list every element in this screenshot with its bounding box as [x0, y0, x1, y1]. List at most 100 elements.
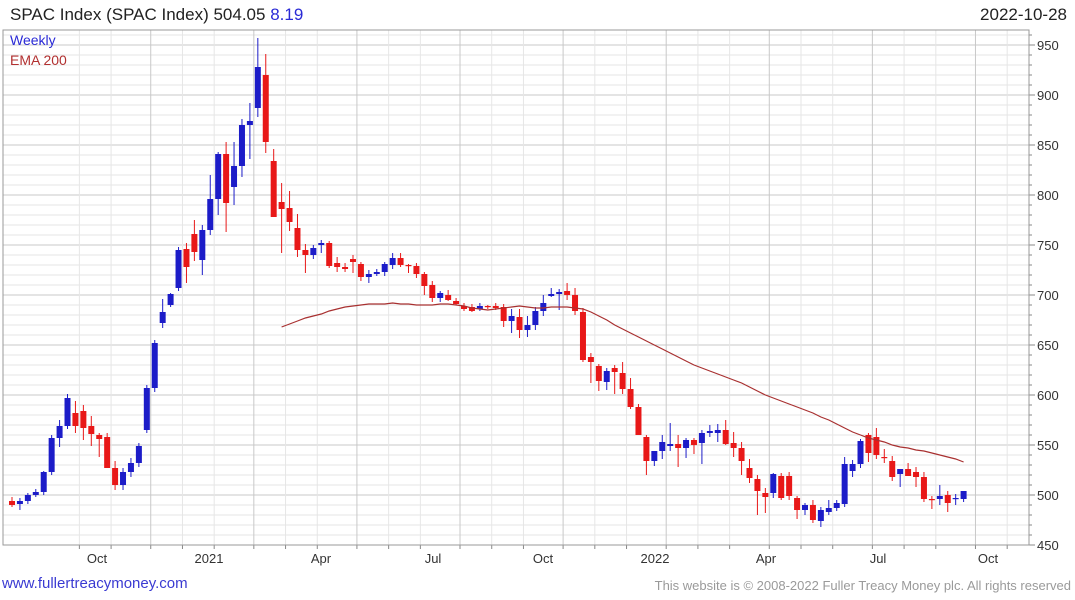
candle — [349, 255, 356, 273]
candle — [802, 503, 808, 515]
candle-body — [349, 259, 356, 262]
candle-body — [762, 493, 769, 497]
candle-body — [730, 443, 737, 448]
candle — [905, 463, 912, 476]
candle — [342, 263, 349, 272]
candle-body — [40, 472, 47, 492]
candle — [167, 293, 174, 307]
candle-body — [690, 440, 697, 445]
candle — [532, 307, 539, 330]
candle — [825, 500, 832, 515]
candle-body — [175, 250, 182, 288]
candle-body — [572, 295, 579, 311]
candle-body — [857, 441, 864, 464]
candle-body — [151, 343, 158, 388]
candle-body — [64, 398, 71, 426]
candle-body — [548, 294, 555, 296]
candle-body — [278, 202, 285, 209]
candle — [548, 288, 555, 297]
candle-body — [508, 316, 515, 321]
candle-body — [595, 366, 602, 381]
candle — [698, 430, 705, 464]
candle — [294, 214, 301, 257]
candle — [841, 457, 848, 507]
candle — [635, 404, 642, 435]
candle — [960, 491, 967, 502]
candle-body — [159, 312, 166, 323]
candle — [611, 365, 618, 394]
x-tick-label: 2022 — [641, 551, 670, 566]
candle — [754, 475, 761, 515]
candle — [595, 364, 602, 391]
candle — [579, 308, 586, 362]
candle-body — [738, 448, 745, 461]
candle — [120, 468, 127, 490]
candle-body — [714, 430, 721, 433]
candle — [405, 264, 412, 273]
candle — [373, 269, 380, 276]
candle-body — [223, 154, 230, 203]
candle — [508, 309, 515, 333]
candle — [56, 420, 63, 447]
candle — [302, 244, 309, 273]
candle-body — [659, 442, 666, 451]
footer-copyright: This website is © 2008-2022 Fuller Treac… — [654, 578, 1071, 593]
candle-body — [143, 388, 150, 430]
candle-body — [516, 317, 523, 330]
candle-body — [231, 166, 238, 187]
candle-body — [373, 272, 380, 274]
candle-body — [183, 249, 190, 267]
candle — [817, 507, 824, 527]
candle — [516, 309, 523, 338]
candle — [16, 498, 23, 510]
candle — [207, 175, 214, 235]
candle — [80, 405, 87, 440]
candle — [564, 283, 571, 300]
candle-body — [841, 464, 848, 504]
candle — [572, 288, 579, 315]
candle-body — [72, 413, 79, 426]
candle — [40, 471, 47, 495]
x-tick-label: Oct — [87, 551, 108, 566]
candle — [952, 494, 959, 505]
candle — [318, 240, 325, 253]
candle — [651, 451, 658, 466]
candle — [191, 220, 198, 261]
candle-body — [9, 501, 15, 505]
candle-body — [365, 274, 372, 277]
candle-body — [913, 472, 920, 477]
candle-body — [437, 293, 444, 298]
candle — [238, 119, 245, 177]
candle — [714, 424, 721, 442]
candle — [365, 270, 372, 283]
candle — [540, 295, 547, 316]
candle — [706, 425, 713, 437]
candle — [770, 473, 777, 498]
candle — [627, 378, 634, 409]
candle — [48, 435, 55, 475]
candle-body — [889, 461, 896, 477]
candle-body — [794, 498, 801, 510]
candle-body — [127, 463, 134, 472]
chart-date: 2022-10-28 — [980, 5, 1067, 24]
y-tick-label: 800 — [1037, 188, 1059, 203]
candle-body — [540, 303, 547, 311]
candle — [675, 435, 682, 467]
candle — [730, 432, 737, 457]
candle — [421, 272, 428, 295]
candle-body — [112, 468, 119, 485]
candle-body — [675, 444, 682, 448]
candle-body — [651, 451, 658, 461]
candle-body — [453, 301, 460, 304]
candle-body — [468, 307, 475, 311]
candle — [778, 473, 785, 500]
candle — [389, 253, 396, 269]
candle — [786, 472, 793, 500]
x-tick-label: Apr — [756, 551, 777, 566]
footer-site-link[interactable]: www.fullertreacymoney.com — [2, 575, 188, 592]
candle — [722, 420, 729, 445]
ema-200-line — [281, 302, 964, 463]
chart-header: SPAC Index (SPAC Index) 504.05 8.19 2022… — [0, 0, 1075, 30]
x-tick-label: Apr — [311, 551, 332, 566]
candle-body — [865, 435, 872, 453]
